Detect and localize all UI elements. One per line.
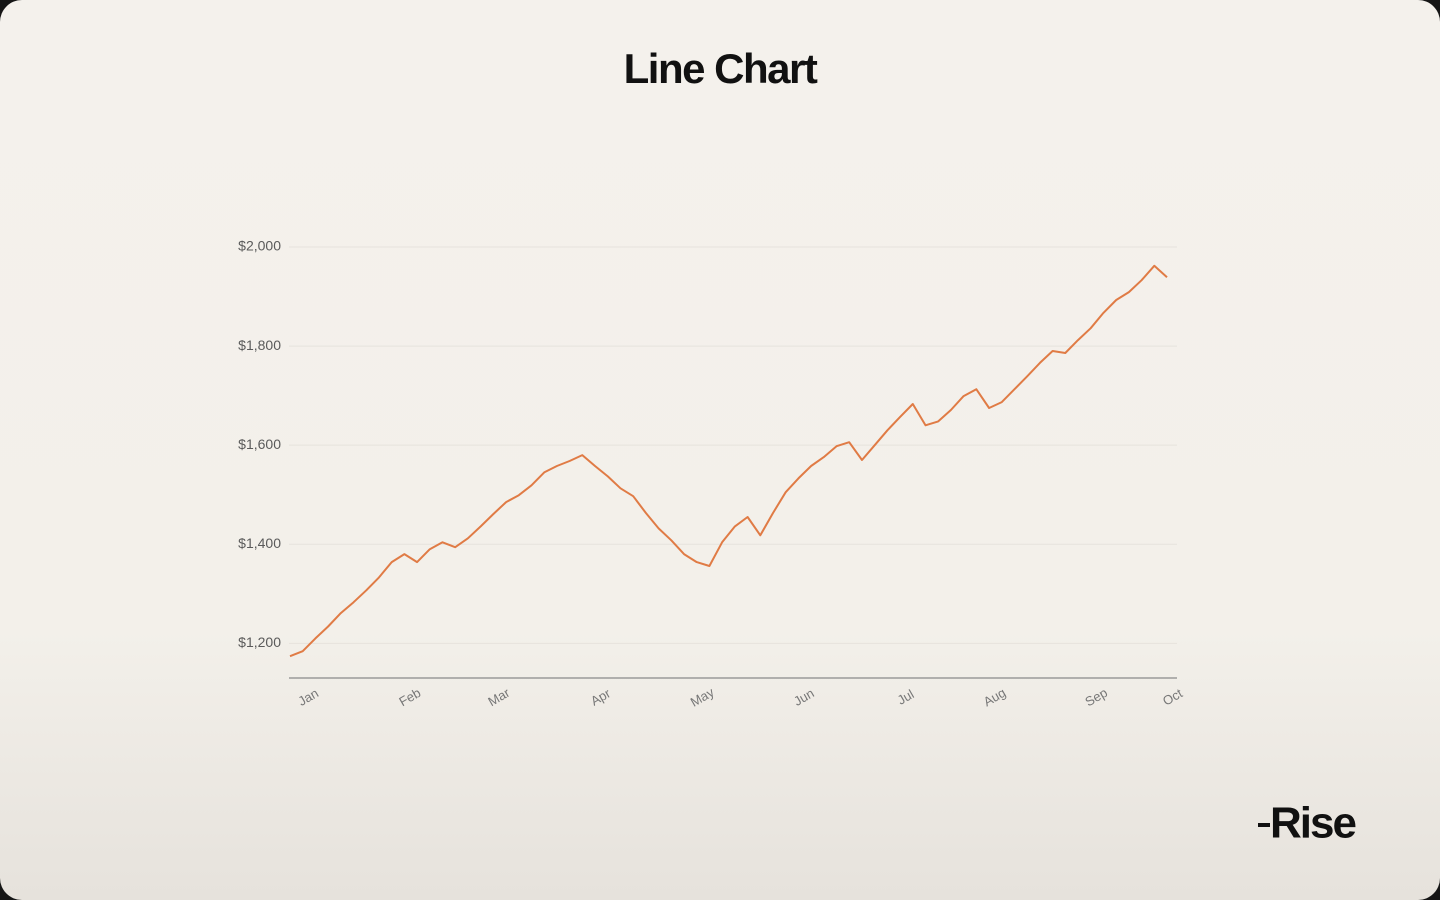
chart-title: Line Chart: [624, 45, 818, 92]
y-tick-label: $2,000: [238, 238, 281, 254]
line-series: [289, 264, 1168, 658]
y-tick-label: $1,200: [238, 634, 281, 650]
y-tick-label: $1,400: [238, 535, 281, 551]
logo-dash: [1258, 823, 1270, 827]
y-tick-label: $1,800: [238, 337, 281, 353]
brand-logo: Rise: [1270, 799, 1355, 848]
x-tick-label: Jul: [895, 686, 917, 707]
y-tick-label: $1,600: [238, 436, 281, 452]
